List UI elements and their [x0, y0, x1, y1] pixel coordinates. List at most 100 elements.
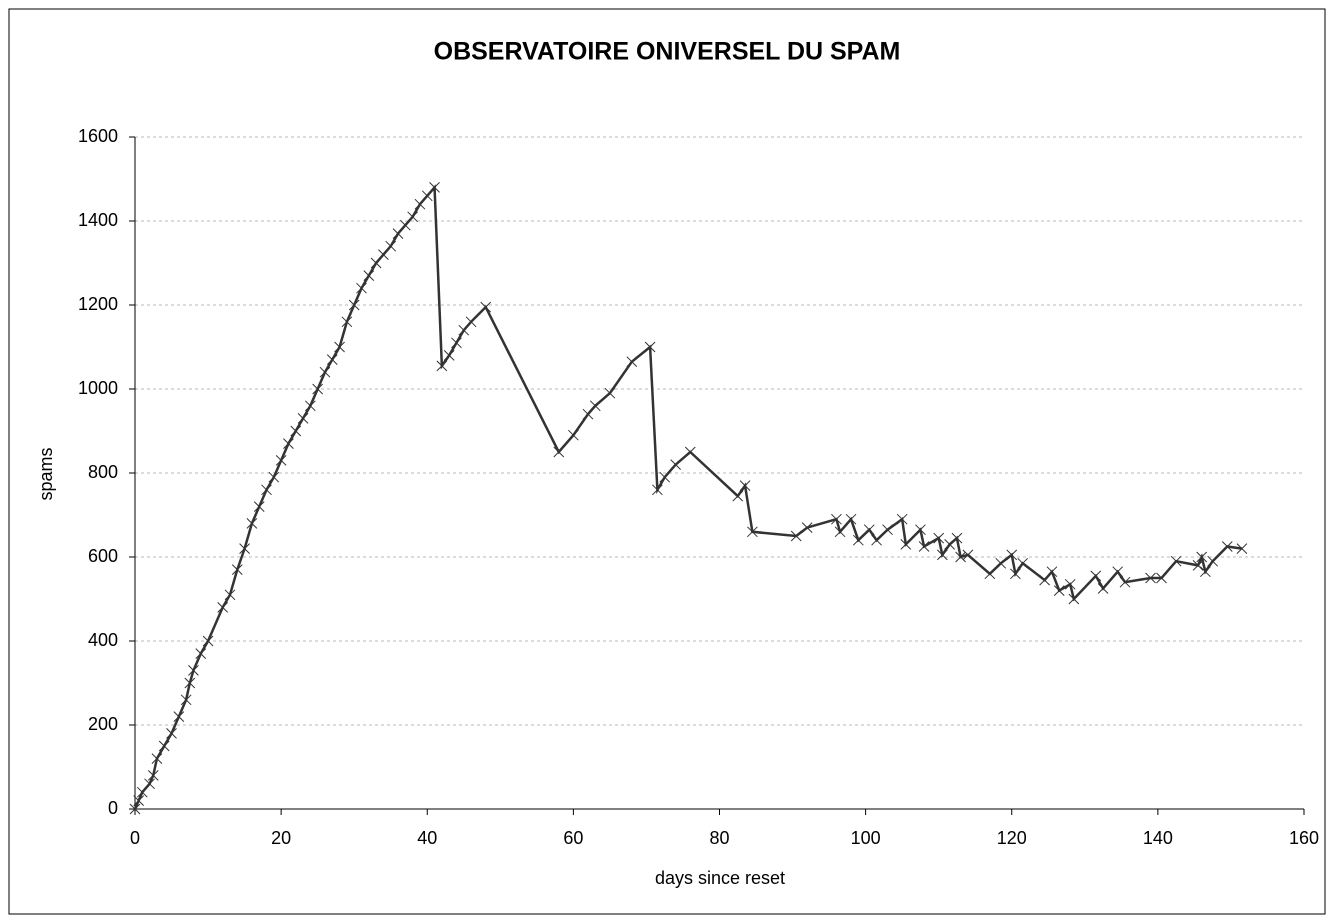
marker	[896, 513, 908, 525]
marker	[429, 182, 440, 193]
marker	[604, 387, 616, 399]
marker	[1039, 574, 1050, 586]
marker	[231, 564, 243, 575]
marker	[1068, 593, 1080, 605]
marker	[1236, 543, 1248, 554]
y-tick-label: 800	[88, 462, 118, 482]
marker	[1064, 578, 1076, 590]
marker	[626, 356, 638, 368]
marker	[801, 522, 813, 533]
x-tick-label: 0	[130, 828, 140, 848]
marker	[217, 602, 229, 613]
marker	[188, 665, 199, 676]
marker	[1156, 572, 1167, 584]
marker	[378, 249, 389, 260]
marker	[871, 534, 882, 546]
marker	[739, 480, 751, 491]
marker	[147, 770, 159, 781]
marker	[900, 539, 912, 550]
marker	[290, 425, 302, 437]
marker	[1017, 557, 1029, 569]
y-tick-label: 1000	[78, 378, 118, 398]
marker	[414, 198, 426, 210]
marker	[933, 532, 945, 544]
marker	[684, 446, 696, 458]
marker	[224, 589, 236, 601]
marker	[1053, 585, 1065, 596]
marker	[465, 316, 477, 328]
marker	[1196, 551, 1208, 563]
marker	[1097, 583, 1109, 594]
marker	[1006, 549, 1018, 561]
marker	[363, 270, 375, 281]
marker	[385, 240, 397, 252]
y-axis-label: spams	[36, 447, 56, 500]
y-tick-label: 600	[88, 546, 118, 566]
marker	[831, 513, 842, 525]
x-tick-label: 20	[271, 828, 291, 848]
marker	[568, 429, 579, 441]
marker	[184, 677, 196, 689]
marker	[747, 526, 758, 538]
marker	[173, 711, 185, 722]
marker	[1221, 541, 1233, 552]
y-tick-label: 400	[88, 630, 118, 650]
marker	[582, 408, 594, 420]
marker	[268, 471, 280, 483]
marker	[1200, 566, 1211, 578]
marker	[158, 740, 170, 752]
marker	[304, 400, 316, 412]
marker	[275, 455, 287, 466]
marker	[356, 282, 367, 294]
marker	[443, 350, 455, 361]
y-tick-label: 1600	[78, 126, 118, 146]
marker	[1145, 572, 1156, 584]
marker	[955, 551, 966, 563]
marker	[1170, 555, 1182, 567]
chart-title: OBSERVATOIRE ONIVERSEL DU SPAM	[434, 38, 901, 66]
marker	[348, 299, 360, 311]
marker	[845, 513, 857, 525]
marker	[436, 360, 448, 372]
marker	[984, 568, 996, 580]
x-tick-label: 60	[563, 828, 583, 848]
x-tick-label: 80	[709, 828, 729, 848]
marker	[392, 228, 404, 239]
marker	[834, 526, 846, 538]
marker	[1207, 555, 1219, 567]
marker	[129, 803, 141, 815]
marker	[451, 337, 462, 349]
marker	[407, 211, 418, 223]
marker	[283, 438, 294, 449]
marker	[732, 490, 744, 502]
marker	[1010, 568, 1021, 580]
x-tick-label: 40	[417, 828, 437, 848]
marker	[1192, 560, 1204, 571]
y-tick-label: 1400	[78, 210, 118, 230]
marker	[421, 190, 433, 202]
marker	[246, 518, 258, 529]
marker	[334, 341, 345, 353]
marker	[962, 549, 974, 561]
y-tick-label: 1200	[78, 294, 118, 314]
marker	[297, 413, 309, 424]
marker	[670, 459, 682, 470]
marker	[312, 383, 324, 395]
marker	[253, 501, 265, 512]
x-axis-label: days since reset	[655, 868, 785, 888]
marker	[399, 219, 411, 231]
marker	[341, 316, 353, 328]
marker	[936, 549, 948, 561]
marker	[195, 648, 207, 659]
marker	[480, 301, 492, 313]
marker	[1119, 576, 1131, 588]
marker	[136, 786, 148, 798]
y-tick-label: 0	[108, 798, 118, 818]
marker	[553, 446, 565, 458]
marker	[180, 694, 192, 706]
x-tick-label: 140	[1143, 828, 1173, 848]
marker	[1046, 566, 1058, 578]
marker	[863, 524, 875, 536]
marker	[915, 524, 926, 536]
